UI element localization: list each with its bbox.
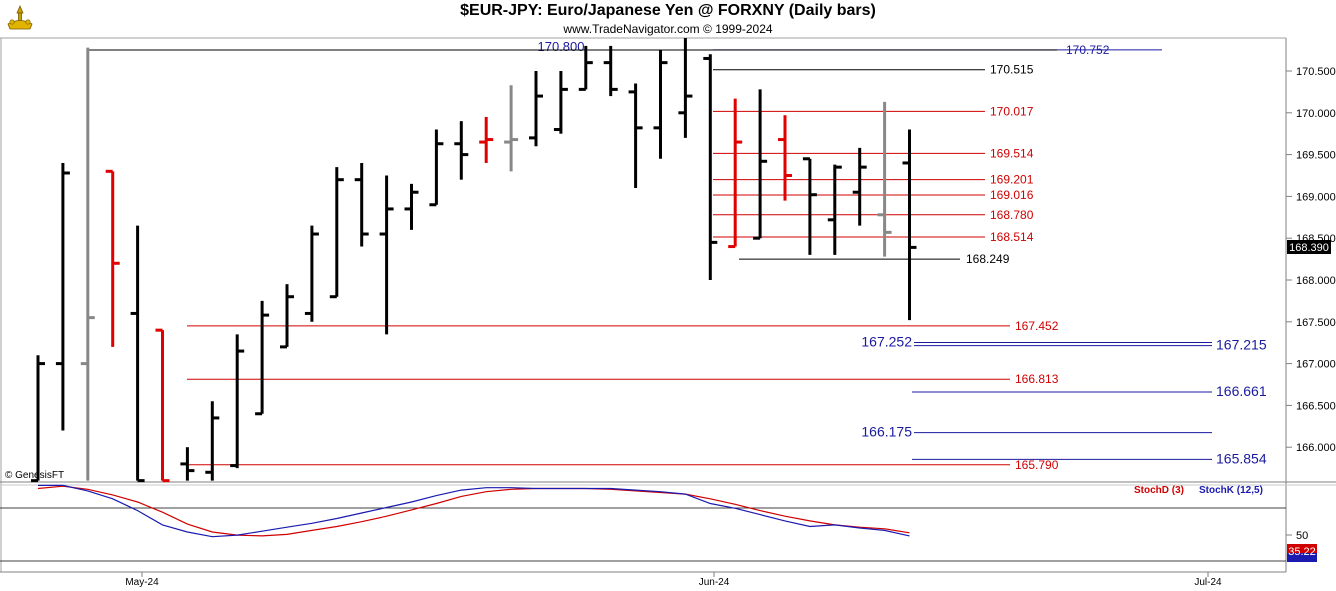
- stoch-tick-label-50: 50: [1296, 530, 1308, 542]
- ohlc-bar: [155, 328, 170, 483]
- price-tick-label: 167.500: [1296, 317, 1336, 329]
- level-label: 167.215: [1216, 337, 1267, 353]
- ohlc-bar: [130, 225, 145, 483]
- ohlc-bar: [603, 45, 618, 97]
- ohlc-bar: [255, 300, 270, 416]
- level-label: 168.514: [990, 230, 1034, 244]
- ohlc-bar: [180, 447, 195, 481]
- last-price-label: 168.390: [1289, 242, 1329, 254]
- stoch-series-line: [38, 484, 910, 538]
- level-lines: 170.752 170.800 170.515 170.017 169.514 169.2…: [87, 39, 1267, 472]
- last-stochd-box: [1287, 544, 1317, 553]
- ohlc-bar: [329, 167, 344, 299]
- level-label: 167.252: [861, 334, 912, 350]
- level-label: 170.800: [538, 39, 585, 54]
- chart-title: $EUR-JPY: Euro/Japanese Yen @ FORXNY (Da…: [460, 2, 876, 19]
- ohlc-bar: [454, 121, 469, 180]
- level-label: 170.017: [990, 104, 1034, 118]
- time-axis: May-24 Jun-24 Jul-24: [125, 572, 1222, 588]
- price-tick-label: 170.500: [1296, 66, 1336, 78]
- ohlc-bar: [827, 164, 842, 255]
- ohlc-bar: [304, 225, 319, 322]
- ohlc-bar: [877, 101, 892, 257]
- ohlc-bar: [902, 129, 917, 321]
- price-tick-label: 170.000: [1296, 108, 1336, 120]
- ohlc-bar: [728, 98, 743, 249]
- price-tick-label: 168.000: [1296, 275, 1336, 287]
- watermark-label: © GenesisFT: [5, 470, 64, 481]
- price-tick-label: 169.000: [1296, 191, 1336, 203]
- ohlc-bar: [429, 129, 444, 207]
- legend-stochd: StochD (3): [1134, 485, 1184, 496]
- level-label: 169.514: [990, 146, 1034, 160]
- last-stoch-value: 35.22: [1288, 546, 1316, 558]
- ohlc-bar: [230, 334, 245, 469]
- ohlc-bar: [578, 45, 593, 91]
- price-tick-label: 169.500: [1296, 150, 1336, 162]
- ohlc-bar: [404, 183, 419, 230]
- last-price-box: [1287, 240, 1331, 254]
- level-label: 166.813: [1015, 372, 1059, 386]
- ohlc-bar: [80, 47, 95, 481]
- stochastic-lines: [37, 484, 910, 538]
- last-stochk-box: [1287, 553, 1317, 562]
- price-bars: [31, 38, 917, 483]
- time-tick-label: Jul-24: [1194, 577, 1222, 588]
- level-label: 168.780: [990, 208, 1034, 222]
- ohlc-bar: [852, 147, 867, 226]
- ohlc-bar: [354, 162, 369, 247]
- ohlc-bar: [105, 169, 120, 347]
- legend-stochk: StochK (12,5): [1199, 485, 1263, 496]
- ohlc-bar: [280, 284, 294, 349]
- level-label: 167.452: [1015, 319, 1059, 333]
- chart-subtitle: www.TradeNavigator.com © 1999-2024: [563, 22, 773, 36]
- ohlc-bar: [653, 50, 668, 159]
- time-tick-label: May-24: [125, 577, 159, 588]
- ohlc-bar: [628, 83, 643, 189]
- level-label: 169.201: [990, 173, 1034, 187]
- ohlc-bar: [55, 162, 70, 431]
- price-axis: 170.500170.000169.500169.000168.500168.0…: [1286, 66, 1336, 454]
- level-label: 166.175: [861, 424, 912, 440]
- ohlc-bar: [678, 38, 693, 138]
- ohlc-bar: [778, 115, 792, 201]
- time-tick-label: Jun-24: [699, 577, 730, 588]
- level-label: 165.854: [1216, 450, 1267, 466]
- price-tick-label: 166.500: [1296, 400, 1336, 412]
- level-label: 170.752: [1066, 43, 1110, 57]
- level-label: 170.515: [990, 63, 1034, 77]
- ohlc-bar: [31, 355, 45, 483]
- ohlc-bar: [553, 71, 568, 134]
- ohlc-bar: [504, 85, 519, 172]
- level-label: 168.249: [966, 252, 1010, 266]
- price-tick-label: 167.000: [1296, 359, 1336, 371]
- ohlc-bar: [529, 71, 543, 147]
- ohlc-bar: [753, 89, 768, 240]
- genesis-logo-icon: [3, 3, 37, 33]
- price-tick-label: 166.000: [1296, 442, 1336, 454]
- ohlc-bar: [205, 401, 220, 481]
- ohlc-bar: [379, 175, 394, 335]
- level-label: 169.016: [990, 188, 1034, 202]
- ohlc-bar: [703, 54, 718, 280]
- ohlc-bar: [479, 116, 494, 163]
- level-label: 166.661: [1216, 383, 1267, 399]
- level-label: 165.790: [1015, 458, 1059, 472]
- ohlc-bar: [802, 157, 817, 255]
- stoch-series-line: [37, 485, 910, 537]
